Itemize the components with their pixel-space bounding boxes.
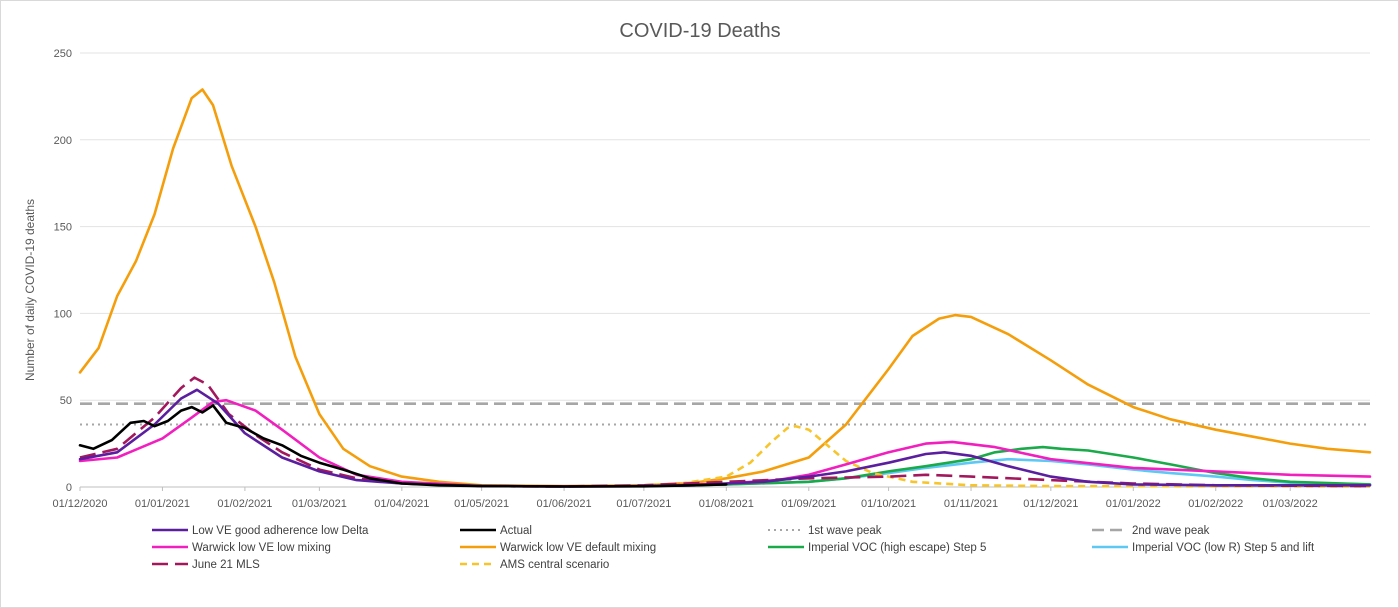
x-tick-labels: 01/12/2020 01/01/2021 01/02/2021 01/03/2021… bbox=[52, 487, 1318, 510]
x-tick-label: 01/06/2021 bbox=[537, 498, 592, 510]
series-line-warwick-low-ve-default-mixing bbox=[78, 88, 1372, 488]
legend-label: Imperial VOC (low R) Step 5 and lift bbox=[1132, 542, 1315, 554]
y-tick-label: 150 bbox=[54, 222, 72, 234]
legend-label: 1st wave peak bbox=[808, 525, 882, 537]
y-tick-label: 100 bbox=[54, 308, 72, 320]
legend: Low VE good adherence low Delta Actual 1st… bbox=[152, 525, 1315, 571]
y-tick-labels: 0 50 100 150 200 250 bbox=[54, 48, 72, 494]
x-tick-label: 01/11/2021 bbox=[944, 498, 998, 510]
x-tick-label: 01/09/2021 bbox=[781, 498, 836, 510]
plot-series bbox=[78, 88, 1372, 488]
legend-label: Low VE good adherence low Delta bbox=[192, 525, 369, 537]
legend-label: Warwick low VE low mixing bbox=[192, 542, 331, 554]
x-tick-label: 01/04/2021 bbox=[374, 498, 429, 510]
x-tick-label: 01/12/2021 bbox=[1023, 498, 1078, 510]
x-tick-label: 01/08/2021 bbox=[699, 498, 754, 510]
y-tick-label: 250 bbox=[54, 48, 72, 60]
y-tick-label: 0 bbox=[66, 482, 72, 494]
x-tick-label: 01/10/2021 bbox=[861, 498, 916, 510]
series-line-low-ve-good-adherence-low-delta bbox=[78, 388, 1372, 488]
series-line-imperial-voc-high-escape-step-5 bbox=[642, 445, 1372, 488]
y-tick-label: 50 bbox=[60, 395, 72, 407]
legend-label: 2nd wave peak bbox=[1132, 525, 1210, 537]
x-tick-label: 01/12/2020 bbox=[52, 498, 107, 510]
chart-title: COVID-19 Deaths bbox=[619, 20, 780, 42]
y-tick-label: 200 bbox=[54, 135, 72, 147]
legend-label: June 21 MLS bbox=[192, 559, 260, 571]
legend-label: Warwick low VE default mixing bbox=[500, 542, 656, 554]
x-tick-label: 01/02/2021 bbox=[217, 498, 272, 510]
y-axis-label: Number of daily COVID-19 deaths bbox=[23, 199, 37, 381]
x-tick-label: 01/03/2022 bbox=[1263, 498, 1318, 510]
legend-label: Actual bbox=[500, 525, 532, 537]
x-tick-label: 01/05/2021 bbox=[454, 498, 509, 510]
x-tick-label: 01/03/2021 bbox=[292, 498, 347, 510]
legend-label: AMS central scenario bbox=[500, 559, 609, 571]
series-line-actual bbox=[78, 404, 728, 488]
x-tick-label: 01/01/2022 bbox=[1106, 498, 1161, 510]
x-tick-label: 01/01/2021 bbox=[135, 498, 190, 510]
legend-label: Imperial VOC (high escape) Step 5 bbox=[808, 542, 986, 554]
series-line-ams-central-scenario bbox=[643, 424, 1371, 488]
x-tick-label: 01/02/2022 bbox=[1188, 498, 1243, 510]
x-tick-label: 01/07/2021 bbox=[616, 498, 671, 510]
